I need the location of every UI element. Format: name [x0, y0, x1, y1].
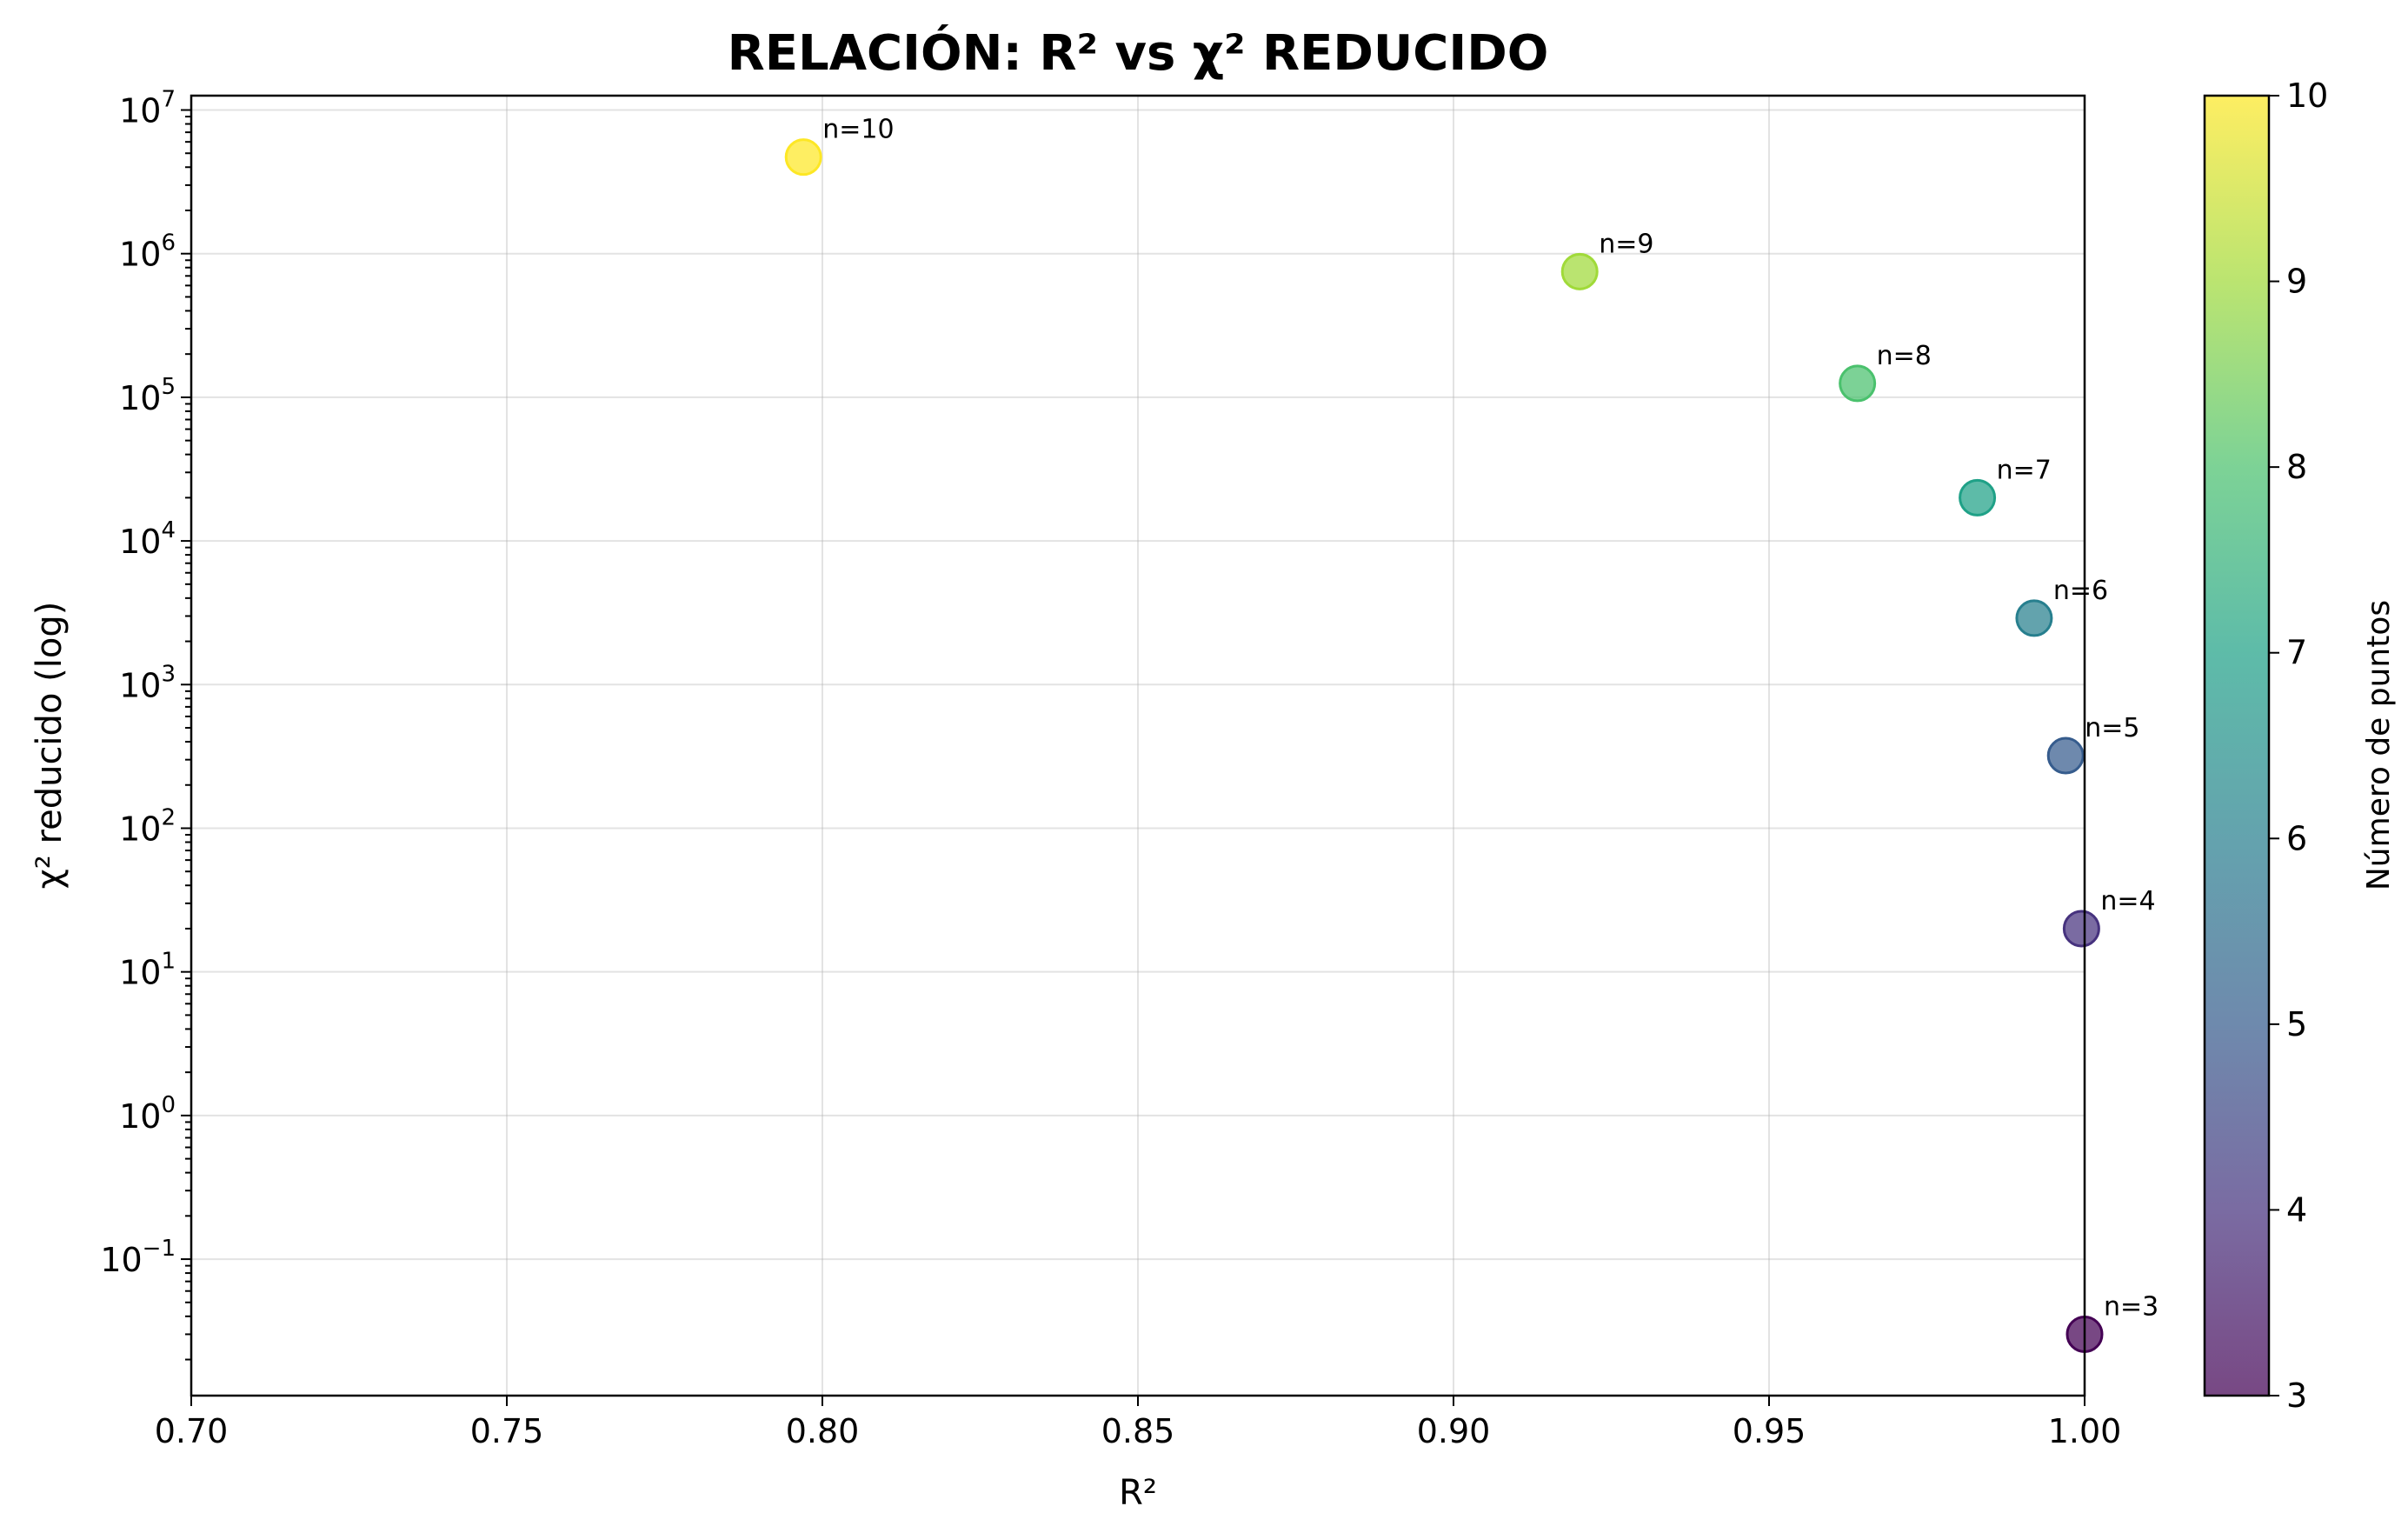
plot-frame: [190, 94, 2086, 1397]
data-point: [2062, 910, 2100, 948]
y-tick-label: 106: [119, 230, 176, 274]
point-label: n=8: [1877, 341, 1932, 371]
y-tick-label: 10−1: [100, 1236, 176, 1279]
x-tick-label: 0.70: [155, 1412, 229, 1450]
colorbar-tick-label: 6: [2286, 819, 2307, 857]
y-axis-ticks: 10−1 100 101 102 103 104 105 106 107: [100, 87, 191, 1361]
colorbar-tick-label: 3: [2286, 1376, 2307, 1415]
chart-title: RELACIÓN: R² vs χ² REDUCIDO: [728, 25, 1549, 82]
colorbar-tick-label: 5: [2286, 1005, 2307, 1043]
colorbar-tick-label: 9: [2286, 263, 2307, 301]
data-point: [1560, 252, 1599, 290]
x-tick-label: 0.85: [1101, 1412, 1175, 1450]
data-point: [1839, 364, 1877, 403]
data-point: [2015, 599, 2053, 637]
colorbar-ticks: 3 4 5 6 7 8 9 10: [2269, 77, 2328, 1415]
grid-lines: [190, 96, 2085, 1396]
point-labels: n=3 n=4 n=5 n=6 n=7 n=8 n=9 n=10: [822, 115, 2159, 1323]
y-tick-label: 105: [119, 374, 176, 417]
colorbar-gradient: [2203, 94, 2271, 1397]
x-axis-ticks: 0.70 0.75 0.80 0.85 0.90 0.95 1.00: [155, 1396, 2122, 1450]
y-tick-label: 101: [119, 949, 176, 992]
colorbar-tick-label: 8: [2286, 448, 2307, 486]
point-label: n=3: [2104, 1291, 2159, 1322]
colorbar-tick-label: 7: [2286, 634, 2307, 672]
x-tick-label: 0.95: [1733, 1412, 1806, 1450]
data-point: [1959, 478, 1997, 517]
y-tick-label: 100: [119, 1092, 176, 1136]
point-label: n=6: [2053, 576, 2108, 606]
colorbar-tick-label: 4: [2286, 1190, 2307, 1229]
colorbar-tick-label: 10: [2286, 77, 2328, 115]
x-tick-label: 0.80: [786, 1412, 860, 1450]
y-tick-label: 107: [119, 87, 176, 130]
x-tick-label: 0.75: [470, 1412, 544, 1450]
x-axis-label: R²: [1119, 1473, 1157, 1513]
data-points: [784, 138, 2104, 1353]
colorbar-label: Número de puntos: [2361, 600, 2397, 890]
point-label: n=10: [822, 115, 894, 145]
point-label: n=7: [1997, 455, 2052, 485]
point-label: n=4: [2100, 886, 2155, 916]
x-tick-label: 0.90: [1417, 1412, 1491, 1450]
colorbar: 3 4 5 6 7 8 9 10 Número de puntos: [2203, 77, 2397, 1415]
x-tick-label: 1.00: [2048, 1412, 2122, 1450]
point-label: n=5: [2085, 713, 2139, 743]
y-tick-label: 102: [119, 804, 176, 848]
point-label: n=9: [1599, 229, 1653, 259]
y-tick-label: 104: [119, 517, 176, 561]
data-point: [2046, 737, 2085, 775]
y-axis-label: χ² reducido (log): [30, 602, 70, 890]
data-point: [784, 138, 822, 177]
y-tick-label: 103: [119, 661, 176, 704]
